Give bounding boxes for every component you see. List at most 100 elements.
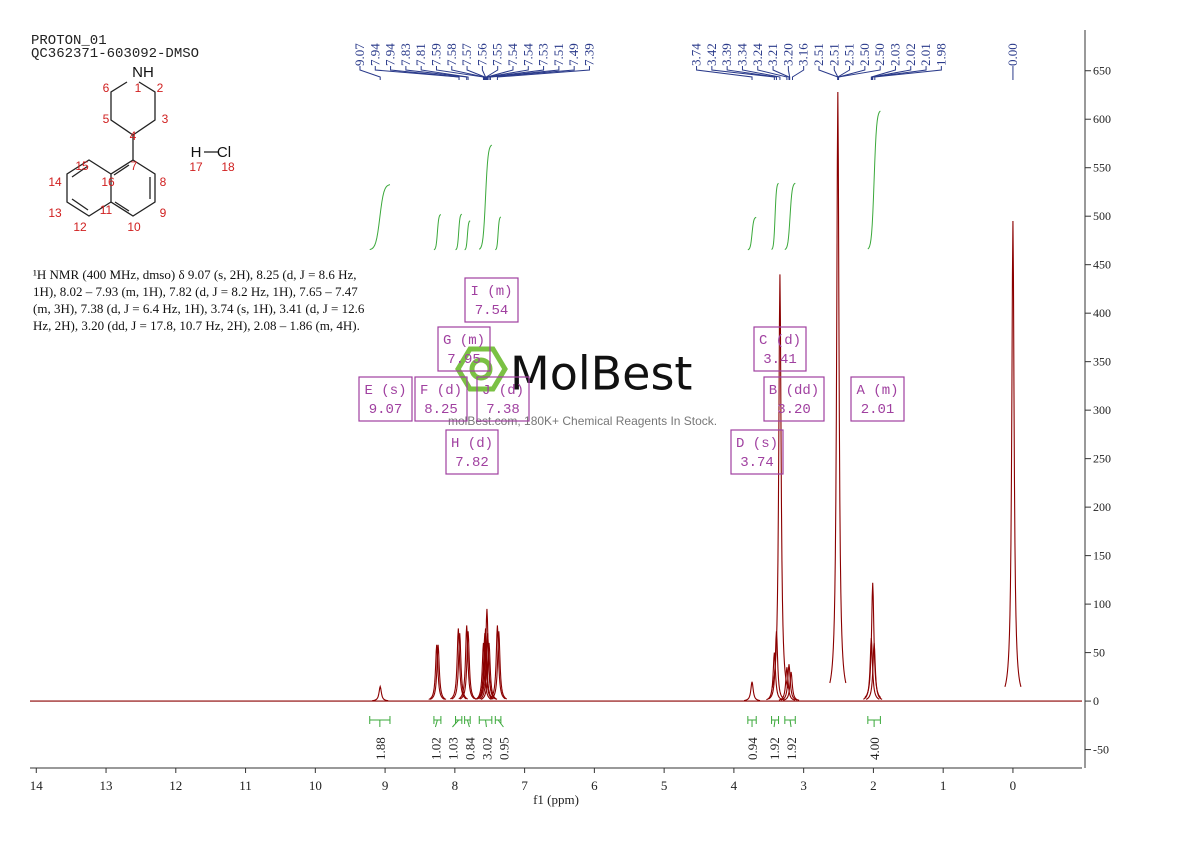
peak-label: 3.34	[734, 43, 749, 66]
peak-label-leader	[870, 66, 896, 80]
x-tick-label: 12	[169, 778, 182, 793]
peak-label: 7.53	[536, 43, 551, 66]
multiplet-shift: 3.20	[777, 402, 811, 418]
structure-bonds	[66, 81, 218, 217]
peak-label: 2.51	[811, 43, 826, 66]
spectrum-peak	[1004, 221, 1022, 687]
x-tick-label: 1	[940, 778, 947, 793]
peak-label: 2.01	[918, 43, 933, 66]
peak-label: 7.49	[566, 43, 581, 66]
multiplet-box	[414, 376, 468, 422]
integral-label: 0.94	[745, 737, 760, 760]
x-axis-label: f1 (ppm)	[533, 792, 579, 807]
multiplet-box	[763, 376, 825, 422]
peak-label-leader	[838, 66, 881, 80]
x-tick-label: 8	[452, 778, 459, 793]
atom-symbol: Cl	[217, 144, 231, 161]
peak-label: 3.21	[765, 43, 780, 66]
multiplet-shift: 7.95	[447, 352, 481, 368]
integral-bracket	[464, 716, 471, 728]
integral-label: 1.88	[373, 737, 388, 760]
x-tick-label: 4	[731, 778, 738, 793]
y-tick-label: 250	[1093, 452, 1111, 466]
peak-label: 7.39	[581, 43, 596, 66]
spectrum-peak	[475, 642, 492, 700]
integral-label: 1.92	[784, 737, 799, 760]
atom-number: 17	[189, 160, 203, 174]
multiplet-label: C (d)	[759, 333, 801, 349]
peak-label-leader	[787, 66, 791, 80]
atom-number: 10	[127, 220, 141, 234]
peak-label: 2.51	[842, 43, 857, 66]
spectrum-peak	[480, 642, 498, 700]
y-tick-label: 550	[1093, 161, 1111, 175]
peak-label: 2.50	[872, 43, 887, 66]
integral-label: 4.00	[867, 737, 882, 760]
peak-label-leader	[359, 66, 381, 80]
peak-label-leader	[481, 66, 487, 80]
atom-number: 6	[103, 81, 110, 95]
y-tick-label: 350	[1093, 355, 1111, 369]
multiplet-shift: 3.41	[763, 352, 797, 368]
peak-label: 3.42	[704, 43, 719, 66]
integral-bracket	[784, 716, 796, 728]
spectrum-peak	[865, 642, 883, 700]
integral-bracket	[747, 716, 757, 727]
peak-label: 7.81	[413, 43, 428, 66]
spectrum-peak	[458, 625, 475, 700]
peak-label: 7.57	[459, 43, 474, 66]
multiplet-box	[850, 376, 905, 422]
peak-label: 3.74	[689, 43, 704, 66]
integral-curve	[784, 182, 796, 250]
double-bond	[114, 201, 130, 212]
spectrum-peak	[780, 664, 798, 701]
peak-label-leader	[487, 66, 545, 80]
peak-label-leader	[872, 66, 927, 80]
watermark-tagline: molBest.com, 180K+ Chemical Reagents In …	[448, 414, 717, 428]
peak-label-leader	[466, 66, 486, 80]
integral-curve	[495, 216, 502, 251]
integral-label: 1.02	[428, 737, 443, 760]
integral-label: 1.92	[767, 737, 782, 760]
x-tick-label: 6	[591, 778, 598, 793]
double-bond	[113, 164, 130, 176]
integral-label: 0.84	[462, 737, 477, 760]
x-tick-label: 7	[521, 778, 528, 793]
peak-label: 9.07	[352, 43, 367, 66]
y-tick-label: 50	[1093, 646, 1105, 660]
peak-label-leader	[837, 66, 851, 80]
x-tick-label: 5	[661, 778, 668, 793]
atom-number: 11	[100, 203, 113, 217]
atom-number: 14	[48, 175, 62, 189]
peak-label-leader	[696, 66, 753, 80]
peak-label: 7.54	[520, 43, 535, 66]
peak-label-leader	[420, 66, 469, 80]
atom-number: 9	[160, 206, 167, 220]
peak-label: 2.50	[857, 43, 872, 66]
peak-label-leader	[711, 66, 775, 80]
peak-label-leader	[772, 66, 790, 80]
integral-label: 0.95	[496, 737, 511, 760]
multiplet-shift: 2.01	[861, 402, 895, 418]
peak-label: 3.39	[719, 43, 734, 66]
watermark-brand: MolBest	[510, 347, 692, 401]
peak-label: 0.00	[1005, 43, 1020, 66]
multiplet-box	[437, 326, 491, 372]
peak-label: 3.20	[780, 43, 795, 66]
spectrum-peak	[829, 92, 847, 684]
peak-label-leader	[726, 66, 777, 80]
peak-label-leader	[757, 66, 788, 80]
atom-number: 3	[162, 112, 169, 126]
spectrum-peak	[782, 671, 800, 701]
multiplet-box	[730, 429, 784, 475]
x-tick-label: 0	[1010, 778, 1017, 793]
peak-label-leader	[496, 66, 590, 80]
peak-label: 7.55	[490, 43, 505, 66]
atom-number: 7	[131, 159, 138, 173]
atom-number: 4	[130, 129, 137, 143]
nmr-description: ¹H NMR (400 MHz, dmso) δ 9.07 (s, 2H), 8…	[33, 267, 365, 333]
multiplet-shift: 8.25	[424, 402, 458, 418]
integral-bracket	[369, 716, 391, 727]
y-tick-label: 600	[1093, 112, 1111, 126]
spectrum-peak	[428, 644, 445, 700]
